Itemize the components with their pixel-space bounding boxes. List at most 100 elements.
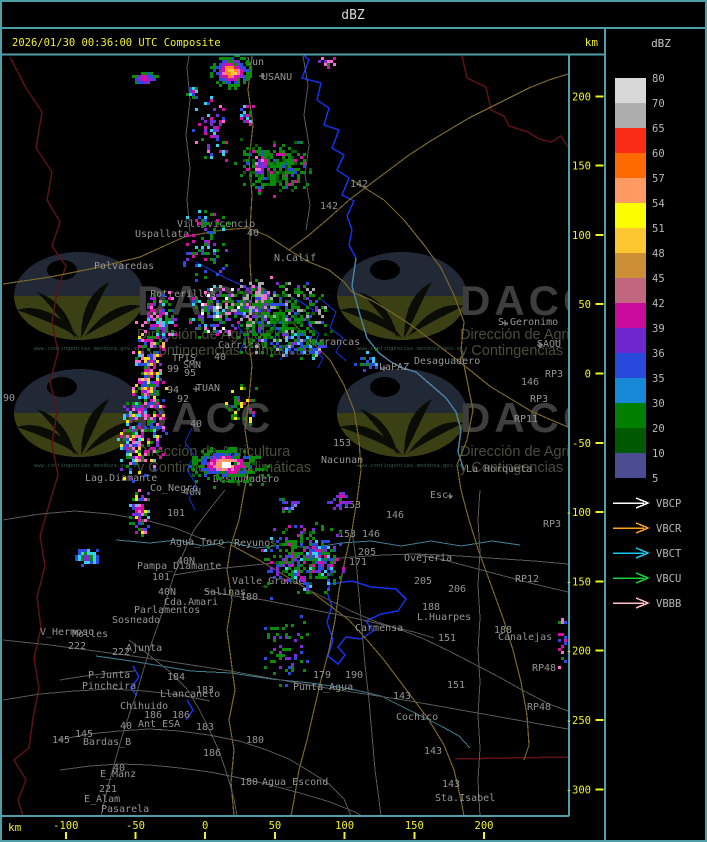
echo-pixel <box>261 150 264 153</box>
echo-pixel <box>240 324 243 327</box>
echo-pixel <box>234 75 237 78</box>
echo-pixel <box>297 333 300 336</box>
echo-pixel <box>213 249 216 252</box>
echo-pixel <box>150 327 153 330</box>
echo-pixel <box>297 318 300 321</box>
echo-pixel <box>150 357 153 360</box>
echo-pixel <box>282 507 285 510</box>
map-place-label: Sosneado <box>112 615 160 626</box>
echo-pixel <box>237 483 240 486</box>
echo-pixel <box>285 315 288 318</box>
echo-pixel <box>213 129 216 132</box>
echo-pixel <box>213 258 216 261</box>
echo-pixel <box>243 171 246 174</box>
scale-label: 42 <box>652 298 665 310</box>
echo-pixel <box>147 450 150 453</box>
echo-pixel <box>228 222 231 225</box>
echo-pixel <box>264 333 267 336</box>
echo-pixel <box>168 303 171 306</box>
map-place-label: E_Alam <box>84 794 120 805</box>
echo-pixel <box>156 435 159 438</box>
echo-pixel <box>225 468 228 471</box>
echo-pixel <box>207 306 210 309</box>
echo-pixel <box>285 186 288 189</box>
watermark-line1: Dirección de Agricultura <box>460 327 614 343</box>
echo-pixel <box>270 177 273 180</box>
echo-pixel <box>261 303 264 306</box>
map-place-label: 101 <box>152 572 170 583</box>
map-line <box>95 655 471 749</box>
echo-pixel <box>141 354 144 357</box>
echo-pixel <box>303 333 306 336</box>
echo-pixel <box>198 216 201 219</box>
echo-pixel <box>189 321 192 324</box>
echo-pixel <box>264 336 267 339</box>
echo-pixel <box>144 528 147 531</box>
echo-pixel <box>195 306 198 309</box>
echo-pixel <box>303 561 306 564</box>
echo-pixel <box>171 309 174 312</box>
map-place-label: Lag.Diamante <box>85 473 157 484</box>
echo-pixel <box>168 318 171 321</box>
echo-pixel <box>300 615 303 618</box>
echo-pixel <box>207 150 210 153</box>
echo-pixel <box>150 342 153 345</box>
echo-pixel <box>135 429 138 432</box>
echo-pixel <box>288 567 291 570</box>
echo-pixel <box>225 315 228 318</box>
echo-pixel <box>309 531 312 534</box>
echo-pixel <box>204 459 207 462</box>
echo-pixel <box>153 75 156 78</box>
echo-pixel <box>309 591 312 594</box>
vector-label: VBCT <box>656 548 682 560</box>
echo-pixel <box>300 309 303 312</box>
echo-pixel <box>135 507 138 510</box>
echo-pixel <box>216 255 219 258</box>
echo-pixel <box>78 549 81 552</box>
echo-pixel <box>234 312 237 315</box>
echo-pixel <box>222 66 225 69</box>
echo-pixel <box>255 279 258 282</box>
echo-pixel <box>279 348 282 351</box>
echo-pixel <box>210 75 213 78</box>
echo-pixel <box>264 294 267 297</box>
map-line <box>461 55 568 148</box>
echo-pixel <box>138 447 141 450</box>
echo-pixel <box>162 300 165 303</box>
echo-pixel <box>243 465 246 468</box>
echo-pixel <box>324 333 327 336</box>
map-place-label: 99 <box>167 364 179 375</box>
echo-pixel <box>144 453 147 456</box>
echo-pixel <box>165 330 168 333</box>
station-marker <box>259 73 265 79</box>
echo-pixel <box>318 573 321 576</box>
echo-pixel <box>201 222 204 225</box>
map-place-label: 221 <box>99 784 117 795</box>
echo-pixel <box>309 585 312 588</box>
echo-pixel <box>297 312 300 315</box>
echo-pixel <box>312 342 315 345</box>
echo-pixel <box>324 324 327 327</box>
echo-pixel <box>330 549 333 552</box>
echo-pixel <box>300 156 303 159</box>
echo-pixel <box>162 345 165 348</box>
echo-pixel <box>150 375 153 378</box>
echo-pixel <box>306 318 309 321</box>
right-axis-tick-label: 150 <box>572 161 591 173</box>
echo-pixel <box>144 498 147 501</box>
echo-pixel <box>228 465 231 468</box>
echo-pixel <box>276 318 279 321</box>
echo-pixel <box>213 126 216 129</box>
echo-pixel <box>207 243 210 246</box>
echo-pixel <box>303 162 306 165</box>
echo-pixel <box>195 90 198 93</box>
echo-pixel <box>228 84 231 87</box>
echo-pixel <box>132 429 135 432</box>
echo-pixel <box>186 258 189 261</box>
echo-pixel <box>258 468 261 471</box>
echo-pixel <box>132 456 135 459</box>
echo-pixel <box>243 75 246 78</box>
echo-pixel <box>306 570 309 573</box>
echo-pixel <box>288 561 291 564</box>
echo-pixel <box>162 336 165 339</box>
